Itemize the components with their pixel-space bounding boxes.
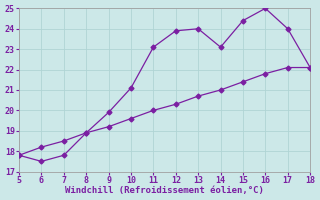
X-axis label: Windchill (Refroidissement éolien,°C): Windchill (Refroidissement éolien,°C)	[65, 186, 264, 195]
